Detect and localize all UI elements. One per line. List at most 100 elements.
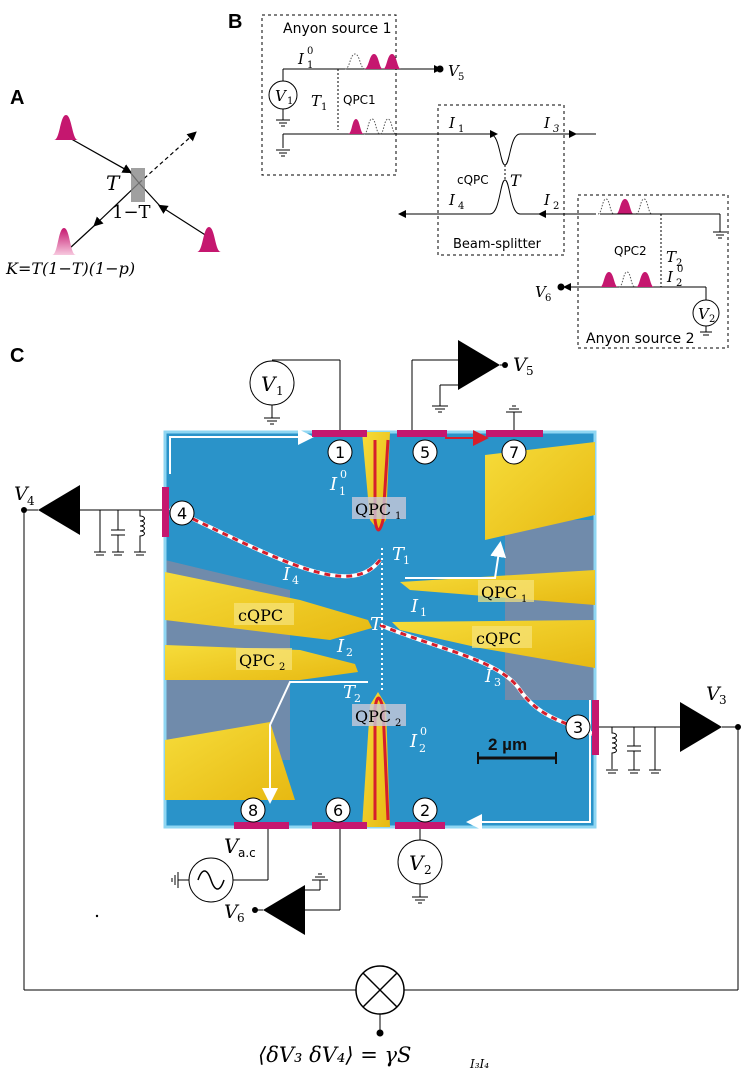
v4-amplifier [38,485,80,535]
v6-sub-c: 6 [237,911,245,925]
edge-bottom-right [466,700,591,830]
cqpc-label-b: cQPC [457,173,489,187]
I2-0-sub-c: 2 [419,742,426,755]
I1-0-label-b: I [297,50,305,68]
anyon-source-1-box [261,14,397,176]
qpc1-top-label: QPC [355,500,391,519]
I1-0-sup-b: 0 [307,46,313,57]
panel-label-c: C [10,345,24,367]
v1-label-c: V [261,372,278,396]
qpc1-right-label: QPC [481,583,517,602]
v6-amplifier [263,885,305,935]
cqpc-right-label: cQPC [476,629,521,648]
I3-sub-b: 3 [553,124,559,135]
T2-label-b: T [666,248,677,266]
panel-label-a: A [10,87,24,109]
v3-sub-c: 3 [719,693,727,707]
cqpc-lower-path [398,179,596,218]
T1-sub-b: 1 [321,102,327,113]
qpc2-label-b: QPC2 [614,244,647,258]
v3-label-c: V [706,683,722,705]
dotted-pulse-b5 [618,271,636,288]
I3-label-c: I [484,666,493,687]
I2-0-sup-b: 0 [677,264,683,275]
svg-text:5: 5 [420,443,430,462]
contact-5-pad [397,430,447,437]
I3-sub-c: 3 [494,676,501,689]
v6-sub-b: 6 [545,293,551,304]
dotted-pulse-b4 [635,198,653,215]
qpc2-left-sub: 2 [279,662,285,673]
panel-label-b: B [228,11,242,33]
K-formula: K=T(1−T)(1−p) [5,259,135,278]
svg-text:4: 4 [177,504,187,523]
gate-bottom-left [165,722,295,800]
v1-sub-c: 1 [276,384,284,398]
dotted-pulse-b1 [344,53,366,70]
I1-0-sub-c: 1 [339,485,346,498]
qpc2-bottom-label: QPC [355,707,391,726]
T2-sub-b: 2 [676,258,682,269]
dotted-pulse-b2 [363,118,397,135]
v2-sub-c: 2 [424,863,432,877]
label-T-a: T [106,171,121,195]
anyon-pulses-b4 [600,272,618,287]
svg-text:8: 8 [248,801,258,820]
v1-label-b: V [275,87,288,105]
T-label-b: T [510,171,522,190]
gate-top-right [485,442,595,540]
inductor-left [139,510,145,552]
v2-label-b: V [698,305,711,323]
contact-5-label: 5 [412,439,438,465]
T1-label-c: T [392,544,406,565]
v6-terminal-b [557,283,565,291]
I3-label-b: I [543,114,551,132]
contact-1-label: 1 [327,439,353,465]
T2-sub-c: 2 [354,692,361,705]
v5-amplifier [458,340,500,390]
anyon-source-2-box [577,194,729,349]
v5-terminal [436,65,444,73]
v5-sub-c: 5 [526,364,534,378]
anyon-pulse-b2 [348,119,364,134]
edge-qpc2-left [262,681,368,804]
T-label-c: T [370,614,384,635]
v2-sub-b: 2 [709,314,715,325]
beam-splitter-box [131,168,145,202]
contact-1-pad [312,430,367,437]
v4-sub-c: 4 [27,494,35,508]
contact-7-pad [486,430,543,437]
label-one-minus-T: 1−T [112,202,151,223]
qpc1-right-sub: 1 [521,594,527,605]
v3-amplifier [680,702,722,752]
contact-6-pad [312,822,367,829]
v4-label-c: V [14,483,30,505]
I2-0-label-b: I [666,268,674,286]
cqpc-upper-path [430,133,596,166]
svg-text:7: 7 [509,443,519,462]
svg-text:6: 6 [333,801,343,820]
contact-7-label: 7 [501,439,527,465]
T2-label-c: T [343,682,357,703]
I2-sub-b: 2 [553,201,559,212]
I1-0-sub-b: 1 [307,60,313,71]
I1-sub-b: 1 [458,124,464,135]
etched-right [505,520,595,700]
v5-label-c: V [513,354,529,376]
I4-label-c: I [282,564,291,585]
contact-6-label: 6 [325,797,351,823]
anyon-peak-in-right [197,227,221,252]
v6-label-c: V [224,901,240,923]
anyon-source-1-label: Anyon source 1 [283,21,391,37]
I2-0-label-c: I [409,731,418,752]
T1-sub-c: 1 [403,554,410,567]
qpc2-left-label: QPC [239,651,275,670]
contact-2-label: 2 [412,797,438,823]
anyon-pulse-b5 [636,272,654,287]
beam-splitter-box-b [437,104,565,256]
I1-label-b: I [448,114,456,132]
svg-text:1: 1 [335,443,345,462]
I2-sub-c: 2 [346,646,353,659]
anyon-source-2-label: Anyon source 2 [586,331,694,347]
